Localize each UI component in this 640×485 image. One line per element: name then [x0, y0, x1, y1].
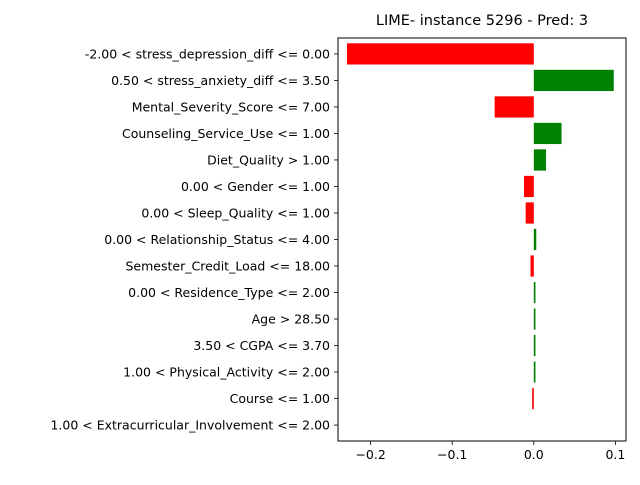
y-tick-label: 3.50 < CGPA <= 3.70 [193, 338, 330, 353]
y-tick-label: Semester_Credit_Load <= 18.00 [126, 259, 331, 274]
bar [533, 69, 614, 92]
bar [533, 334, 536, 357]
bar [494, 96, 534, 118]
y-tick-label: Diet_Quality > 1.00 [207, 152, 330, 167]
x-tick-label: 0.0 [524, 447, 544, 462]
axes-frame [337, 37, 627, 442]
y-tick-label: 0.00 < Residence_Type <= 2.00 [128, 285, 330, 300]
y-tick-label: Counseling_Service_Use <= 1.00 [122, 126, 330, 141]
chart-title: LIME- instance 5296 - Pred: 3 [375, 13, 589, 29]
bar [525, 202, 534, 224]
y-tick-label: Mental_Severity_Score <= 7.00 [132, 99, 330, 114]
bar [533, 122, 562, 145]
y-tick-label: Course <= 1.00 [230, 391, 330, 406]
bar [533, 308, 536, 330]
bar [532, 387, 534, 410]
x-tick-label: −0.2 [355, 447, 385, 462]
y-tick-label: 0.00 < Gender <= 1.00 [181, 179, 330, 194]
bar [530, 255, 534, 277]
y-tick-label: 0.50 < stress_anxiety_diff <= 3.50 [111, 73, 330, 88]
bar [346, 43, 534, 65]
y-tick-label: 1.00 < Extracurricular_Involvement <= 2.… [50, 418, 330, 433]
x-tick-label: −0.1 [437, 447, 467, 462]
bar [533, 149, 547, 171]
bar [533, 228, 537, 251]
bar [533, 361, 536, 383]
y-tick-label: Age > 28.50 [252, 312, 330, 327]
x-tick-label: 0.1 [605, 447, 625, 462]
bar [524, 175, 534, 198]
y-tick-label: 0.00 < Sleep_Quality <= 1.00 [141, 205, 330, 220]
y-tick-label: -2.00 < stress_depression_diff <= 0.00 [85, 46, 330, 61]
y-tick-label: 0.00 < Relationship_Status <= 4.00 [104, 232, 330, 247]
y-tick-label: 1.00 < Physical_Activity <= 2.00 [123, 365, 330, 380]
bar [533, 281, 536, 304]
